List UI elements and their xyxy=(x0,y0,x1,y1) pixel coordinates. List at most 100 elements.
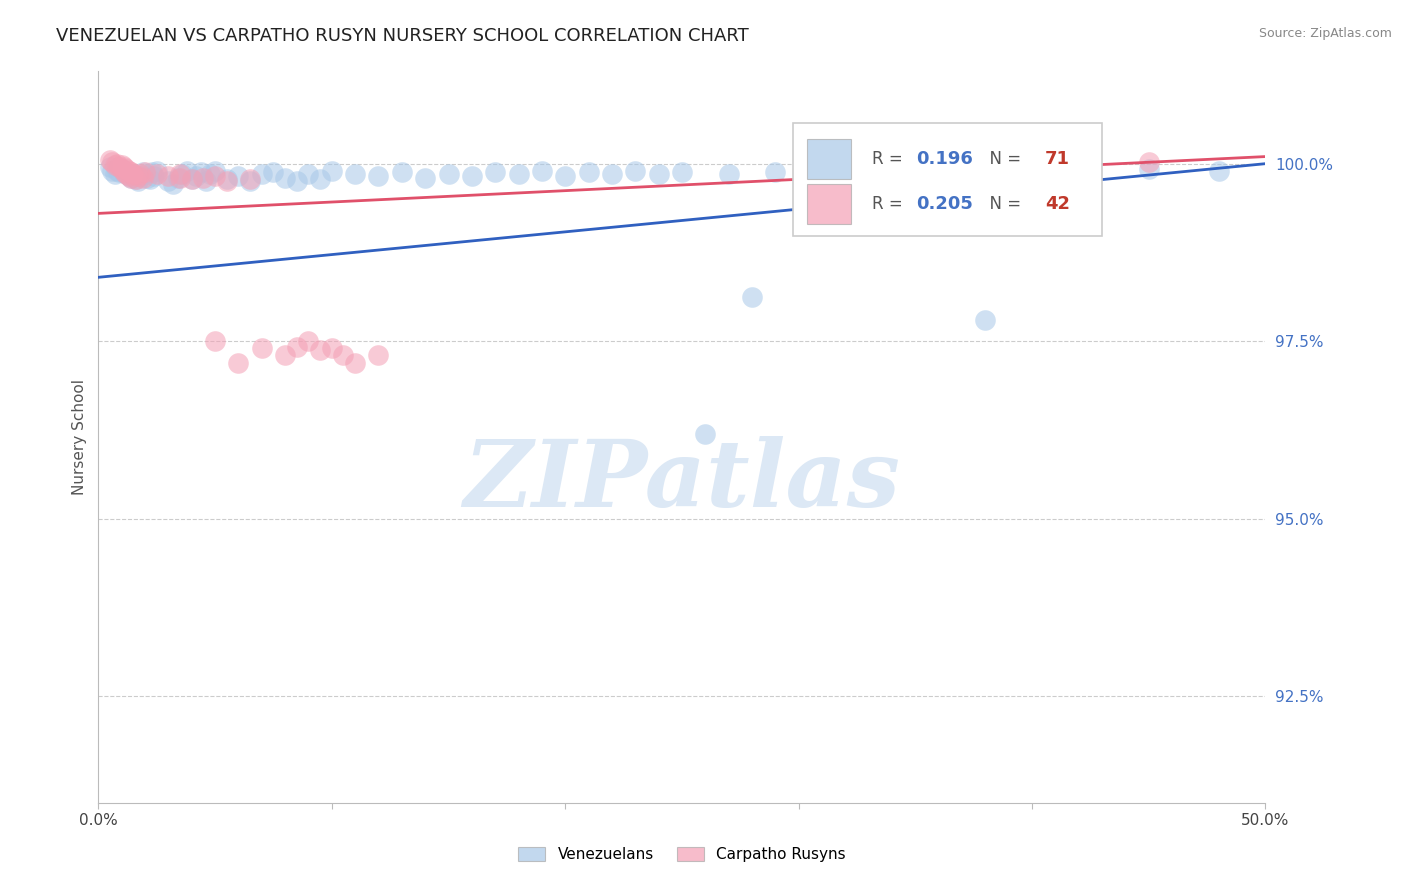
Point xyxy=(624,163,647,178)
Point xyxy=(111,158,134,172)
Point xyxy=(215,172,238,186)
Point xyxy=(169,170,191,185)
Point xyxy=(127,169,149,184)
Point xyxy=(115,167,138,181)
Point xyxy=(111,162,134,177)
Point xyxy=(578,165,600,179)
Point xyxy=(162,177,184,191)
Text: R =: R = xyxy=(872,150,908,168)
Point xyxy=(98,153,121,168)
Point xyxy=(118,169,141,184)
Point xyxy=(285,340,308,354)
Point xyxy=(146,163,169,178)
Point xyxy=(1208,163,1230,178)
Point xyxy=(508,167,530,181)
Point xyxy=(186,169,208,184)
Point xyxy=(146,167,169,181)
Point xyxy=(180,172,202,186)
Bar xyxy=(807,139,851,179)
Text: VENEZUELAN VS CARPATHO RUSYN NURSERY SCHOOL CORRELATION CHART: VENEZUELAN VS CARPATHO RUSYN NURSERY SCH… xyxy=(56,27,749,45)
Text: 71: 71 xyxy=(1045,150,1070,168)
Point xyxy=(285,174,308,188)
Point xyxy=(105,156,128,170)
Point xyxy=(129,169,152,184)
Point xyxy=(98,160,121,174)
Point xyxy=(1021,169,1043,184)
Point xyxy=(127,174,149,188)
Point xyxy=(194,174,217,188)
Text: 0.196: 0.196 xyxy=(917,150,973,168)
Point xyxy=(239,172,262,186)
Point xyxy=(125,172,148,186)
Point xyxy=(309,172,332,186)
Point xyxy=(274,170,297,185)
Point xyxy=(321,341,343,355)
Point xyxy=(112,160,135,174)
Legend: Venezuelans, Carpatho Rusyns: Venezuelans, Carpatho Rusyns xyxy=(512,841,852,868)
Point xyxy=(125,172,148,186)
Point xyxy=(250,341,273,355)
Point xyxy=(1067,165,1090,179)
Point xyxy=(134,167,156,181)
Y-axis label: Nursery School: Nursery School xyxy=(72,379,87,495)
Point xyxy=(169,167,191,181)
Point xyxy=(332,348,354,362)
Point xyxy=(190,165,212,179)
Point xyxy=(391,165,413,179)
Point xyxy=(115,162,138,177)
Point xyxy=(118,169,141,184)
Point xyxy=(763,165,786,179)
Text: Source: ZipAtlas.com: Source: ZipAtlas.com xyxy=(1258,27,1392,40)
Point xyxy=(437,167,460,181)
FancyBboxPatch shape xyxy=(793,122,1102,235)
Bar xyxy=(807,184,851,224)
Point xyxy=(250,167,273,181)
Point xyxy=(204,334,226,349)
Point xyxy=(120,165,142,179)
Point xyxy=(204,163,226,178)
Point xyxy=(717,167,740,181)
Point xyxy=(344,167,367,181)
Point xyxy=(647,167,669,181)
Point xyxy=(811,163,834,178)
Point xyxy=(950,179,973,194)
Point xyxy=(111,162,134,177)
Point xyxy=(200,167,222,181)
Point xyxy=(166,170,188,185)
Point xyxy=(904,177,927,191)
Point xyxy=(139,172,162,186)
Point xyxy=(228,169,250,184)
Point xyxy=(104,158,127,172)
Point xyxy=(115,167,138,181)
Point xyxy=(105,163,128,178)
Point xyxy=(741,290,763,304)
Text: R =: R = xyxy=(872,195,908,213)
Point xyxy=(108,160,131,174)
Point xyxy=(554,169,576,184)
Point xyxy=(309,343,332,357)
Text: ZIPatlas: ZIPatlas xyxy=(464,436,900,526)
Point xyxy=(974,313,997,327)
Point xyxy=(297,334,319,349)
Point xyxy=(530,163,553,178)
Point xyxy=(136,170,159,185)
Point xyxy=(274,348,297,362)
Point xyxy=(193,170,215,185)
Point xyxy=(118,163,141,178)
Point xyxy=(204,169,226,184)
Point xyxy=(858,167,880,181)
Point xyxy=(112,165,135,179)
Point xyxy=(671,165,693,179)
Point xyxy=(215,174,238,188)
Point xyxy=(321,163,343,178)
Point xyxy=(461,169,484,184)
Point xyxy=(122,167,145,181)
Point xyxy=(120,170,142,185)
Point xyxy=(1137,155,1160,169)
Point xyxy=(108,165,131,179)
Point xyxy=(262,165,284,179)
Point xyxy=(129,167,152,181)
Point xyxy=(180,172,202,186)
Point xyxy=(172,167,194,181)
Point xyxy=(141,165,163,179)
